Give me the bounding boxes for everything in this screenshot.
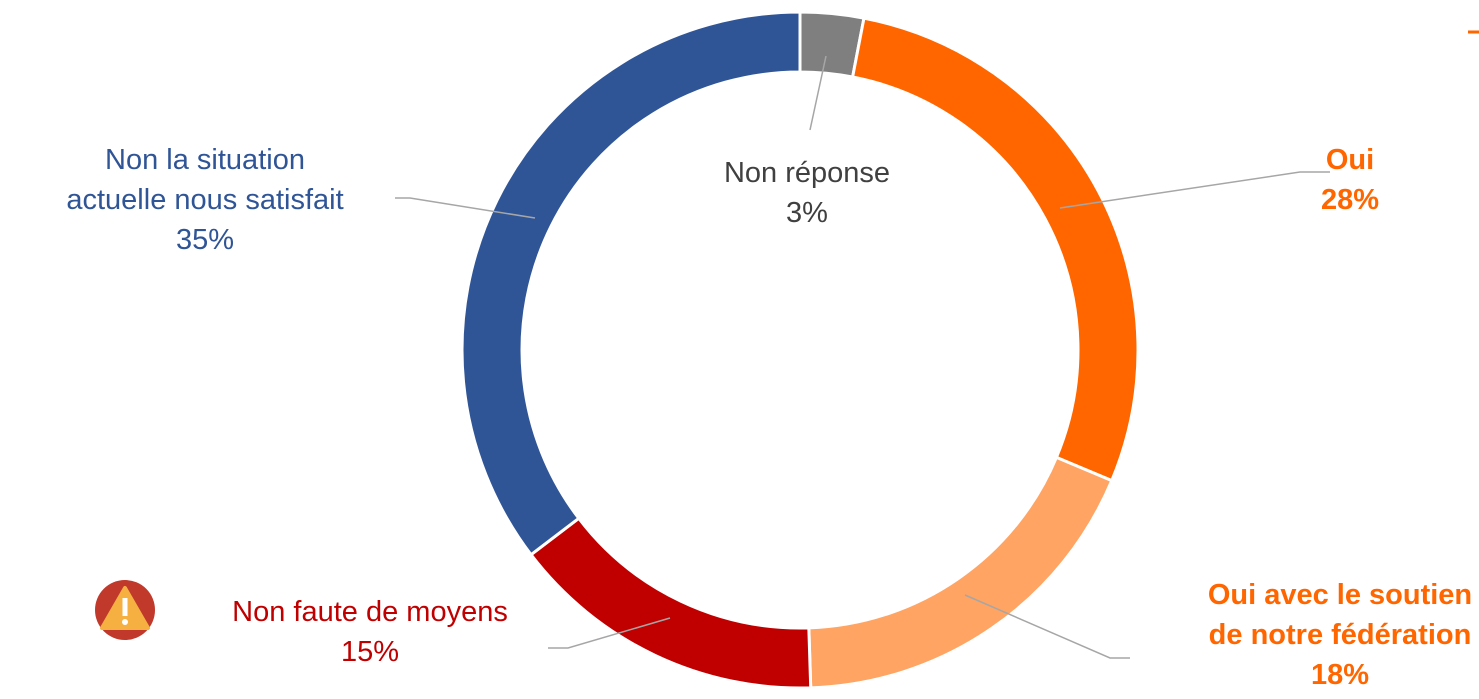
leader-line xyxy=(395,197,536,219)
leader-line xyxy=(548,617,671,649)
slice xyxy=(460,10,802,557)
slice xyxy=(528,516,813,690)
data-label: Non faute de moyens 15% xyxy=(232,596,508,668)
leader-line xyxy=(1059,171,1330,209)
data-label: Oui 28% xyxy=(1320,144,1380,216)
data-label: Non réponse 3% xyxy=(723,157,891,229)
warning-icon xyxy=(95,580,155,640)
leader-line xyxy=(964,594,1130,659)
slices xyxy=(460,10,1140,690)
slice xyxy=(807,455,1114,690)
slice xyxy=(850,16,1140,483)
data-label: Oui avec le soutien de notre fédération … xyxy=(1207,579,1473,691)
leader-lines xyxy=(395,55,1330,659)
data-label: Non la situation actuelle nous satisfait… xyxy=(66,144,344,256)
leader-line xyxy=(809,55,827,131)
